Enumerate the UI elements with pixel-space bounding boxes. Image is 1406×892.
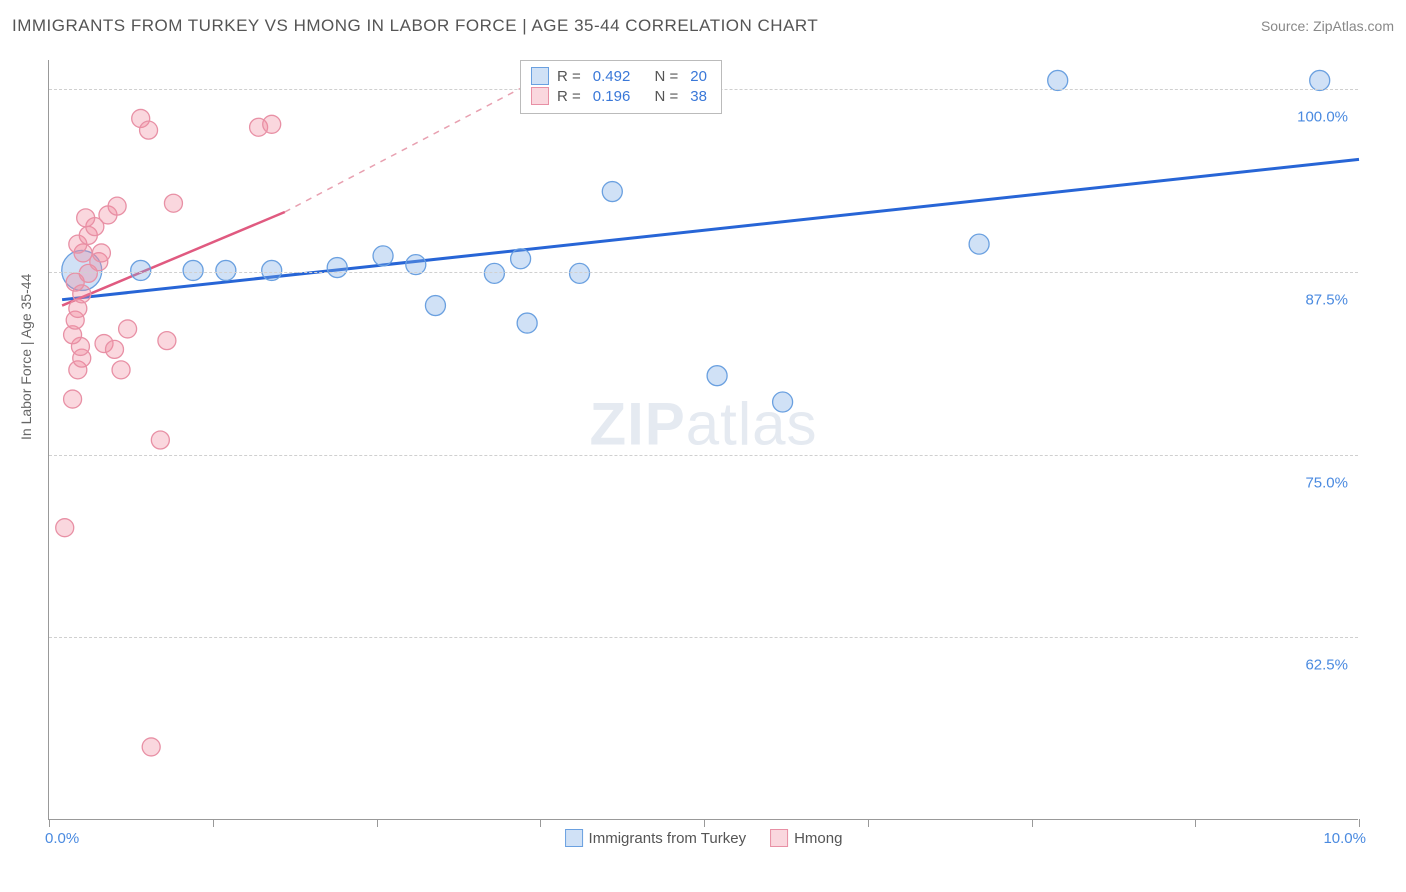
n-label: N = xyxy=(654,68,678,85)
n-label: N = xyxy=(654,88,678,105)
title-bar: IMMIGRANTS FROM TURKEY VS HMONG IN LABOR… xyxy=(12,16,1394,36)
swatch-blue-icon xyxy=(565,829,583,847)
swatch-pink-icon xyxy=(770,829,788,847)
chart-title: IMMIGRANTS FROM TURKEY VS HMONG IN LABOR… xyxy=(12,16,818,36)
plot-area: ZIPatlas 0.0% 10.0% Immigrants from Turk… xyxy=(48,60,1358,820)
r-label: R = xyxy=(557,88,581,105)
legend-item-hmong: Hmong xyxy=(770,829,842,847)
r-value-pink: 0.196 xyxy=(593,88,631,105)
grid-line xyxy=(49,637,1358,638)
grid-line xyxy=(49,455,1358,456)
legend-label-turkey: Immigrants from Turkey xyxy=(589,830,747,847)
legend-bottom: Immigrants from Turkey Hmong xyxy=(565,829,843,847)
legend-label-hmong: Hmong xyxy=(794,830,842,847)
source-label: Source: ZipAtlas.com xyxy=(1261,18,1394,34)
grid-line xyxy=(49,272,1358,273)
legend-item-turkey: Immigrants from Turkey xyxy=(565,829,747,847)
x-tick xyxy=(1195,819,1196,827)
y-tick-label: 75.0% xyxy=(1305,474,1348,491)
x-max-label: 10.0% xyxy=(1323,830,1366,847)
x-tick xyxy=(868,819,869,827)
legend-top: R = 0.492 N = 20 R = 0.196 N = 38 xyxy=(520,60,722,114)
y-axis-label: In Labor Force | Age 35-44 xyxy=(18,274,34,440)
r-label: R = xyxy=(557,68,581,85)
x-tick xyxy=(540,819,541,827)
n-value-pink: 38 xyxy=(690,88,707,105)
swatch-pink-icon xyxy=(531,87,549,105)
x-tick xyxy=(1359,819,1360,827)
x-tick xyxy=(213,819,214,827)
y-tick-label: 100.0% xyxy=(1297,109,1348,126)
swatch-blue-icon xyxy=(531,67,549,85)
r-value-blue: 0.492 xyxy=(593,68,631,85)
x-min-label: 0.0% xyxy=(45,830,79,847)
x-tick xyxy=(1032,819,1033,827)
scatter-svg xyxy=(49,60,1358,819)
legend-top-row-blue: R = 0.492 N = 20 xyxy=(531,67,711,85)
x-tick xyxy=(49,819,50,827)
legend-top-row-pink: R = 0.196 N = 38 xyxy=(531,87,711,105)
y-tick-label: 62.5% xyxy=(1305,657,1348,674)
y-tick-label: 87.5% xyxy=(1305,291,1348,308)
n-value-blue: 20 xyxy=(690,68,707,85)
x-tick xyxy=(704,819,705,827)
x-tick xyxy=(377,819,378,827)
